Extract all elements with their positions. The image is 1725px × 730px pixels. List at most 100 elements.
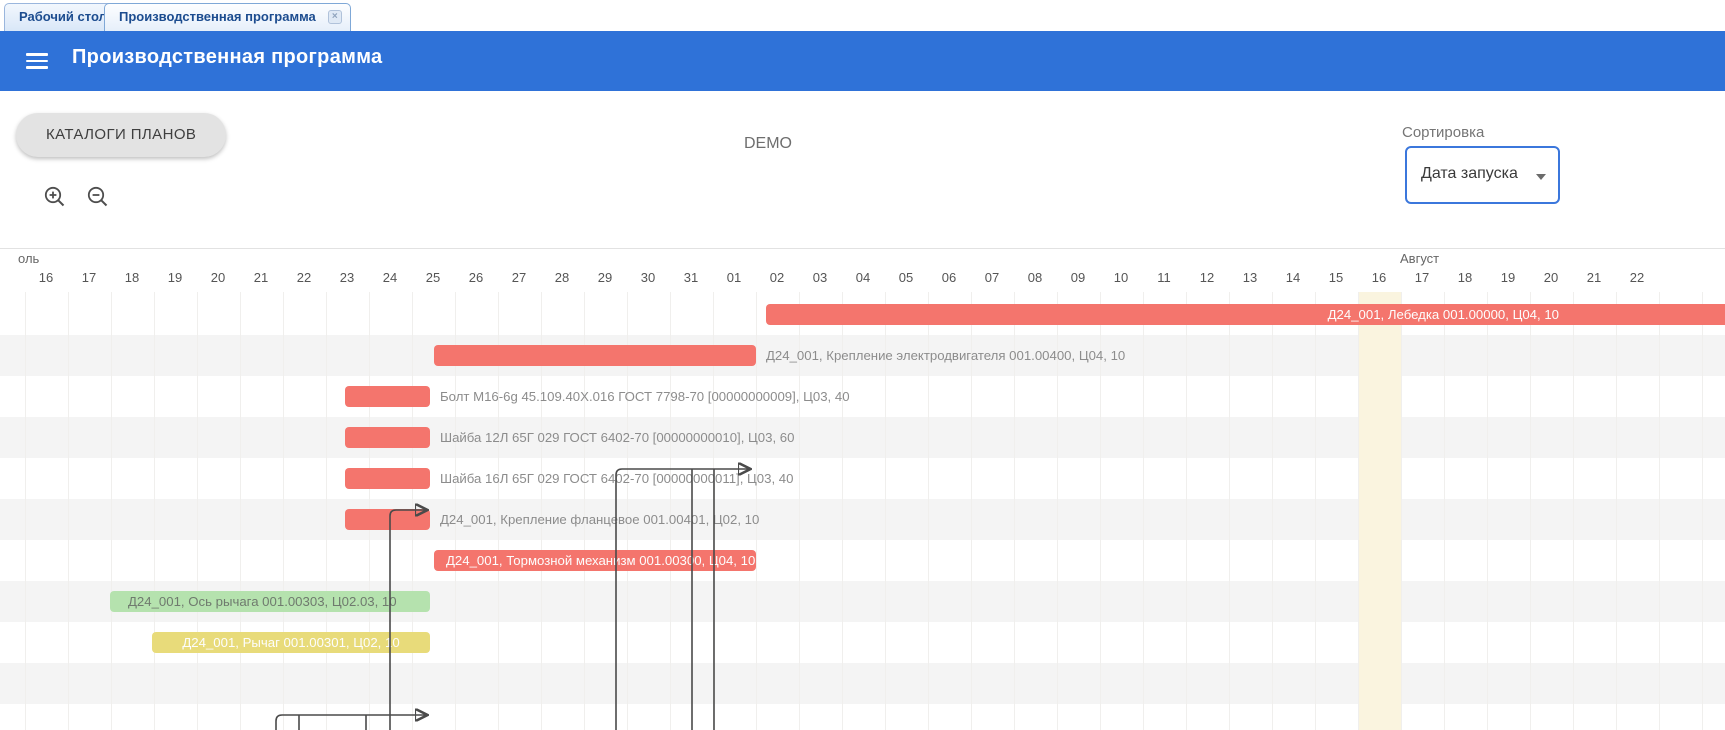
day-label: 21 [253, 270, 269, 285]
day-gridline [841, 292, 843, 730]
gantt-bar[interactable] [345, 509, 430, 530]
gantt-bar[interactable]: Д24_001, Ось рычага 001.00303, Ц02.03, 1… [110, 591, 430, 612]
day-label: 23 [339, 270, 355, 285]
day-label: 19 [1500, 270, 1516, 285]
day-label: 14 [1285, 270, 1301, 285]
day-gridline [540, 292, 542, 730]
day-gridline [1185, 292, 1187, 730]
gantt-bar-label: Д24_001, Лебедка 001.00000, Ц04, 10 [1327, 307, 1559, 322]
gantt-bar[interactable]: Д24_001, Лебедка 001.00000, Ц04, 10 [766, 304, 1725, 325]
gantt-bar[interactable]: Д24_001, Рычаг 001.00301, Ц02, 10 [152, 632, 430, 653]
day-gridline [1486, 292, 1488, 730]
day-gridline [454, 292, 456, 730]
day-label: 17 [1414, 270, 1430, 285]
gantt-bar[interactable] [345, 468, 430, 489]
plan-catalogs-button[interactable]: КАТАЛОГИ ПЛАНОВ [16, 113, 227, 157]
gantt-bar[interactable] [345, 427, 430, 448]
day-gridline [67, 292, 69, 730]
gantt-bar-label: Д24_001, Крепление фланцевое 001.00401, … [440, 512, 760, 527]
day-gridline [1013, 292, 1015, 730]
day-label: 19 [167, 270, 183, 285]
day-gridline [196, 292, 198, 730]
chevron-down-icon [1536, 174, 1546, 180]
day-gridline [153, 292, 155, 730]
timeline-divider [0, 248, 1725, 249]
day-label: 09 [1070, 270, 1086, 285]
day-gridline [497, 292, 499, 730]
day-label: 13 [1242, 270, 1258, 285]
day-label: 22 [1629, 270, 1645, 285]
day-label: 18 [124, 270, 140, 285]
day-gridline [1529, 292, 1531, 730]
close-icon[interactable]: × [327, 10, 342, 24]
month-label: Август [1400, 251, 1440, 266]
today-column-highlight [1357, 292, 1401, 730]
gantt-bar-label: Болт М16-6g 45.109.40Х.016 ГОСТ 7798-70 … [440, 389, 850, 404]
day-gridline [1142, 292, 1144, 730]
app-header: Производственная программа [0, 31, 1725, 91]
day-gridline [884, 292, 886, 730]
day-label: 30 [640, 270, 656, 285]
day-label: 12 [1199, 270, 1215, 285]
zoom-out-icon[interactable] [86, 185, 112, 211]
day-gridline [1056, 292, 1058, 730]
sort-selected-value: Дата запуска [1421, 165, 1518, 182]
day-gridline [1658, 292, 1660, 730]
gantt-bar-label: Шайба 16Л 65Г 029 ГОСТ 6402-70 [00000000… [440, 471, 794, 486]
gantt-bar[interactable] [345, 386, 430, 407]
tab-desktop[interactable]: Рабочий стол [4, 3, 122, 31]
tab-production-program[interactable]: Производственная программа × [104, 3, 351, 31]
day-label: 22 [296, 270, 312, 285]
gantt-row [0, 458, 1725, 499]
day-label: 07 [984, 270, 1000, 285]
day-label: 20 [1543, 270, 1559, 285]
day-label: 04 [855, 270, 871, 285]
day-gridline [798, 292, 800, 730]
page-title: Производственная программа [72, 46, 383, 68]
day-gridline [1615, 292, 1617, 730]
day-label: 25 [425, 270, 441, 285]
sort-label: Сортировка [1402, 124, 1485, 141]
sort-select[interactable]: Дата запуска [1405, 146, 1560, 204]
day-label: 02 [769, 270, 785, 285]
gantt-chart: Д24_001, Лебедка 001.00000, Ц04, 10 Д24_0… [0, 292, 1725, 730]
gantt-row [0, 540, 1725, 581]
day-gridline [1099, 292, 1101, 730]
day-label: 03 [812, 270, 828, 285]
day-label: 18 [1457, 270, 1473, 285]
gantt-bar-label: Д24_001, Тормозной механизм 001.00300, Ц… [446, 553, 756, 568]
day-label: 27 [511, 270, 527, 285]
day-label: 10 [1113, 270, 1129, 285]
tab-production-program-label: Производственная программа [119, 9, 316, 24]
day-gridline [970, 292, 972, 730]
day-label: 11 [1157, 270, 1171, 285]
gantt-bar-label: Шайба 12Л 65Г 029 ГОСТ 6402-70 [00000000… [440, 430, 795, 445]
day-gridline [110, 292, 112, 730]
zoom-in-icon[interactable] [43, 185, 69, 211]
day-gridline [282, 292, 284, 730]
day-label: 16 [1371, 270, 1387, 285]
day-gridline [1400, 292, 1402, 730]
gantt-row [0, 376, 1725, 417]
day-gridline [1572, 292, 1574, 730]
day-label: 21 [1586, 270, 1602, 285]
app-tab-strip: Рабочий стол Производственная программа … [0, 0, 1725, 31]
gantt-bar-label: Д24_001, Ось рычага 001.00303, Ц02.03, 1… [128, 594, 397, 609]
menu-icon[interactable] [26, 53, 48, 69]
gantt-bar[interactable]: Д24_001, Тормозной механизм 001.00300, Ц… [434, 550, 756, 571]
day-label: 26 [468, 270, 484, 285]
gantt-row [0, 663, 1725, 704]
day-gridline [927, 292, 929, 730]
day-gridline [1357, 292, 1359, 730]
day-gridline [1228, 292, 1230, 730]
day-label: 15 [1328, 270, 1344, 285]
day-label: 24 [382, 270, 398, 285]
gantt-bar[interactable] [434, 345, 756, 366]
day-label: 29 [597, 270, 613, 285]
day-gridline [1701, 292, 1703, 730]
gantt-bar-label: Д24_001, Рычаг 001.00301, Ц02, 10 [182, 635, 400, 650]
day-label: 31 [683, 270, 699, 285]
day-label: 05 [898, 270, 914, 285]
day-gridline [239, 292, 241, 730]
gantt-row [0, 704, 1725, 730]
